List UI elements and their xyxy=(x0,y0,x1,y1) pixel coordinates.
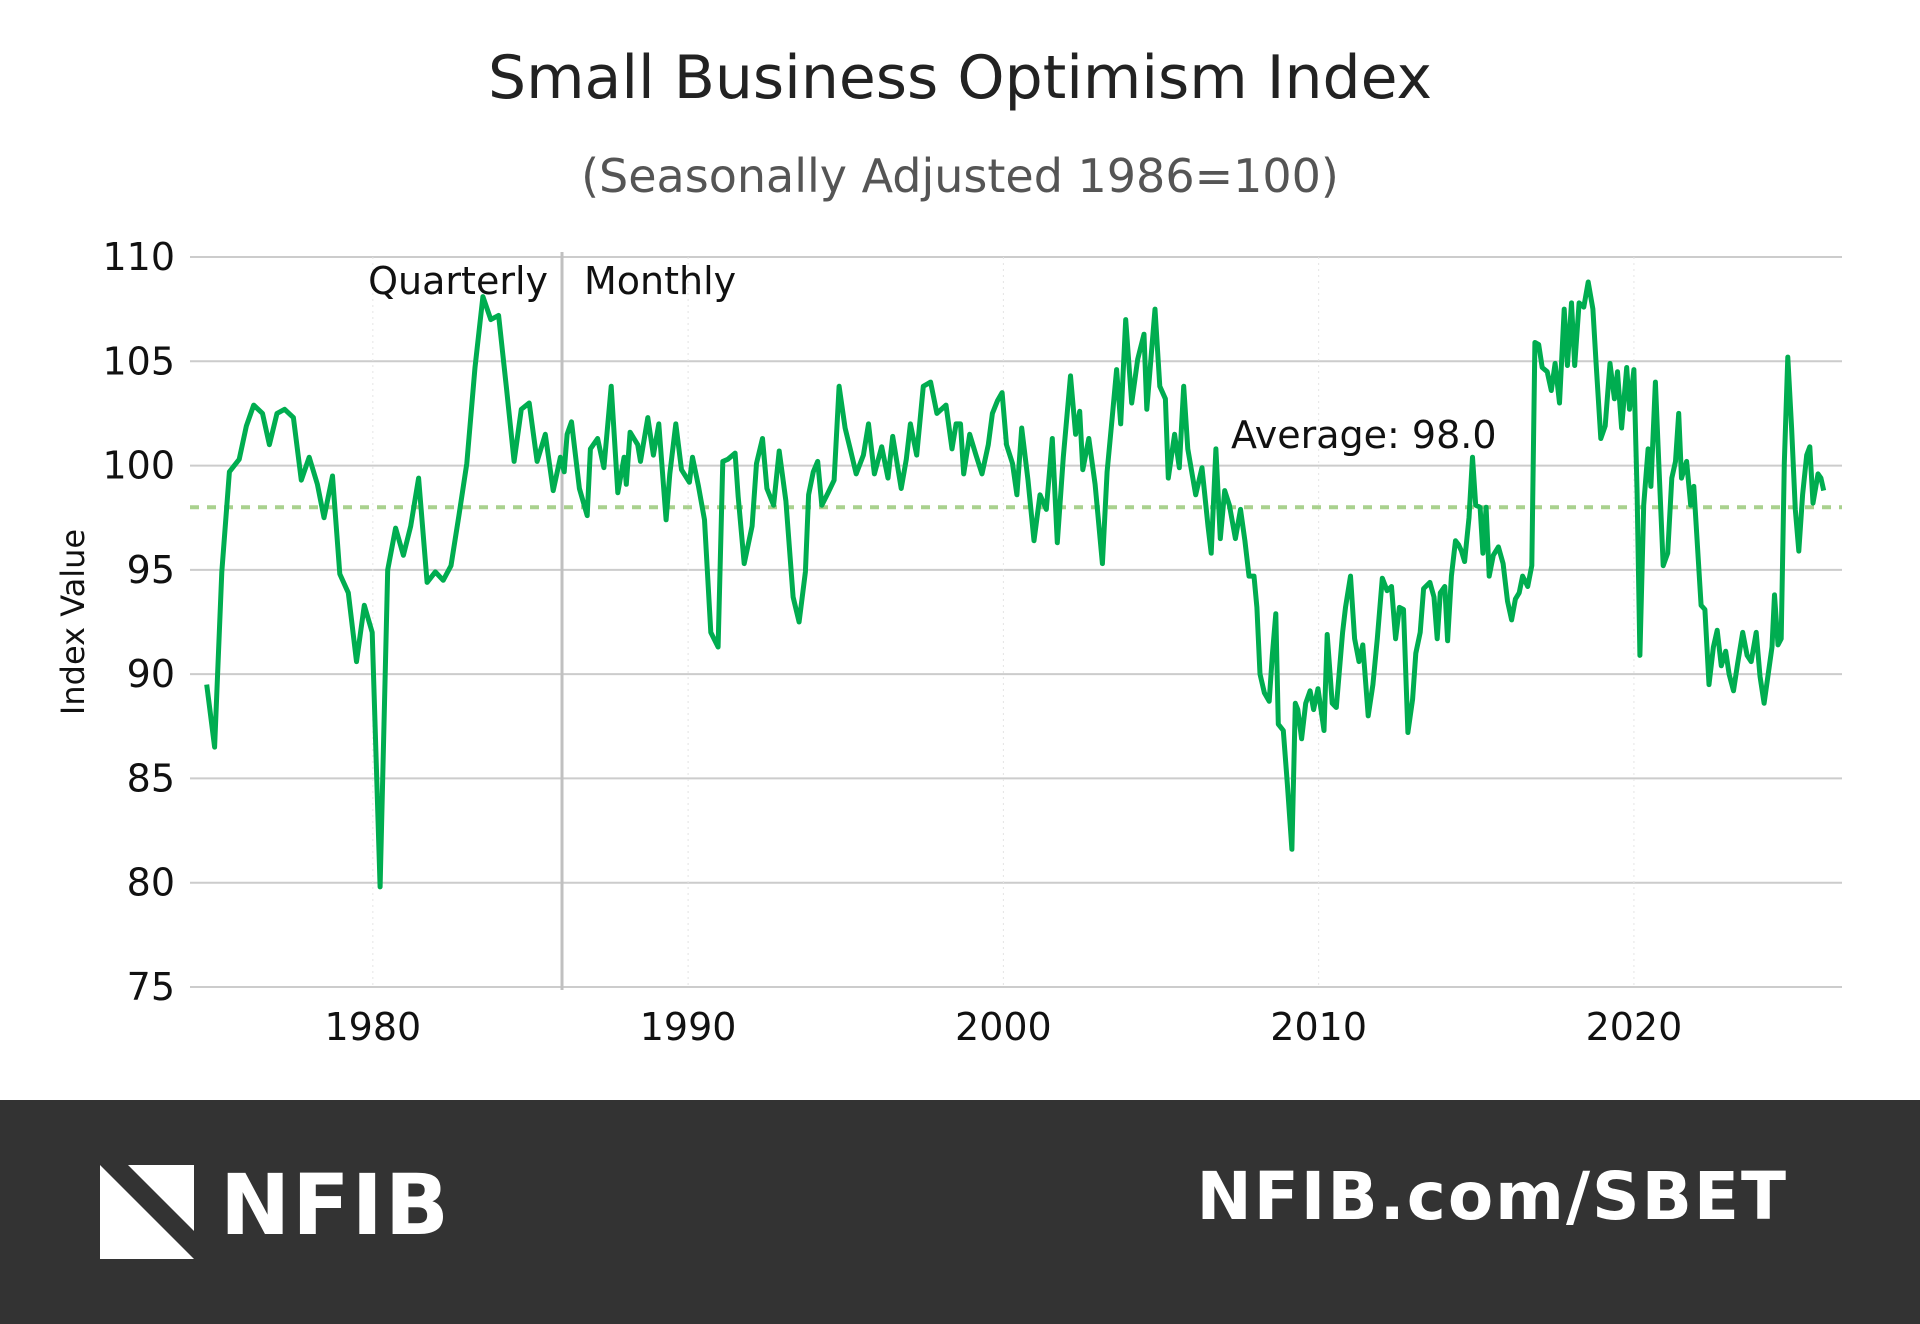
average-label: Average: 98.0 xyxy=(1231,413,1497,457)
y-tick-label: 100 xyxy=(102,444,175,488)
y-axis-ticks: 75 80 85 90 95 100 105 110 xyxy=(102,235,175,1009)
quarterly-label: Quarterly xyxy=(368,259,548,303)
x-tick-label: 1990 xyxy=(640,1005,737,1049)
x-tick-label: 2020 xyxy=(1586,1005,1683,1049)
y-tick-label: 95 xyxy=(127,548,175,592)
chart: Small Business Optimism Index (Seasonall… xyxy=(54,43,1842,1049)
footer-url: NFIB.com/SBET xyxy=(1196,1158,1788,1235)
nfib-logo-mark xyxy=(100,1165,194,1259)
chart-subtitle: (Seasonally Adjusted 1986=100) xyxy=(581,149,1339,203)
y-tick-label: 90 xyxy=(127,652,175,696)
x-axis-ticks: 1980 1990 2000 2010 2020 xyxy=(324,1005,1682,1049)
y-axis-title: Index Value xyxy=(54,529,92,715)
footer: NFIB NFIB.com/SBET xyxy=(0,1100,1920,1324)
y-tick-label: 105 xyxy=(102,339,175,383)
x-tick-label: 2000 xyxy=(955,1005,1052,1049)
y-tick-label: 80 xyxy=(127,861,175,905)
chart-title: Small Business Optimism Index xyxy=(488,43,1432,113)
x-tick-label: 2010 xyxy=(1270,1005,1367,1049)
y-tick-label: 75 xyxy=(127,965,175,1009)
x-tick-label: 1980 xyxy=(324,1005,421,1049)
monthly-label: Monthly xyxy=(584,259,736,303)
series-line xyxy=(204,279,1827,890)
y-tick-label: 85 xyxy=(127,756,175,800)
y-tick-label: 110 xyxy=(102,235,175,279)
nfib-logo-text: NFIB xyxy=(220,1156,451,1254)
